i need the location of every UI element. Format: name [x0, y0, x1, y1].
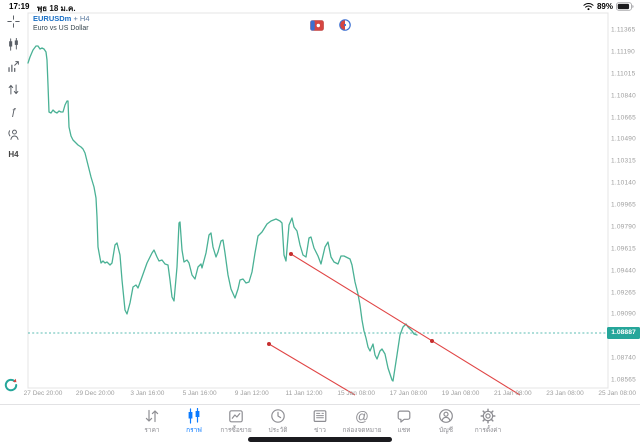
toolbar-chart-type-button[interactable] — [5, 37, 23, 52]
battery-icon — [616, 1, 634, 11]
price-axis-label: 1.08740 — [611, 354, 636, 362]
sync-icon[interactable] — [4, 378, 18, 392]
flag-icon[interactable] — [310, 19, 324, 31]
price-axis-label: 1.09790 — [611, 223, 636, 231]
time-axis-label: 15 Jan 08:00 — [337, 390, 375, 397]
settings-icon — [480, 407, 497, 424]
trendline[interactable] — [290, 253, 521, 396]
chat-icon — [396, 407, 413, 424]
chart-side-toolbar: ƒ H4 — [0, 14, 27, 159]
tab-settings[interactable]: การตั้งค่า — [467, 407, 509, 435]
indicators-icon — [7, 60, 20, 73]
tab-chat[interactable]: แชท — [383, 407, 425, 435]
tab-news[interactable]: ข่าว — [299, 407, 341, 435]
price-axis-label: 1.09615 — [611, 245, 636, 253]
price-axis-label: 1.10840 — [611, 92, 636, 100]
news-icon — [312, 407, 329, 424]
time-axis-label: 23 Jan 08:00 — [546, 390, 584, 397]
tab-account[interactable]: บัญชี — [425, 407, 467, 435]
chart-overlay-icons — [310, 19, 351, 31]
toolbar-indicators-button[interactable] — [5, 59, 23, 74]
tabbar-separator — [0, 404, 640, 405]
symbol-timeframe: + H4 — [73, 14, 90, 23]
price-axis-label: 1.10490 — [611, 135, 636, 143]
tab-trade[interactable]: การซื้อขาย — [215, 407, 257, 435]
price-axis-label: 1.09090 — [611, 310, 636, 318]
current-price-badge: 1.08887 — [607, 327, 640, 339]
bottom-tab-bar: ราคา กราฟ การซื้อขาย ประวัติ ข่าว @ กล่องจดหมา… — [131, 407, 509, 435]
history-icon — [270, 407, 287, 424]
symbol-description: Euro vs US Dollar — [33, 25, 89, 32]
price-line-series — [27, 45, 418, 382]
clock-time: 17:19 — [9, 2, 30, 11]
crosshair-icon — [7, 15, 20, 28]
chart-icon — [186, 407, 203, 424]
tab-label: ราคา — [144, 427, 160, 434]
functions-icon: ƒ — [7, 105, 20, 118]
tab-label: ประวัติ — [268, 427, 288, 434]
candlestick-icon — [7, 37, 20, 51]
tab-label: กล่องจดหมาย — [342, 427, 382, 434]
time-axis-label: 17 Jan 08:00 — [389, 390, 428, 397]
status-bar: 17:19 พุธ 18 ม.ค. 89% — [0, 0, 640, 13]
toolbar-crosshair-button[interactable] — [5, 14, 23, 29]
plot-border — [27, 12, 609, 389]
svg-text:ƒ: ƒ — [11, 106, 17, 118]
toolbar-trader-button[interactable] — [5, 127, 23, 142]
tab-chart[interactable]: กราฟ — [173, 407, 215, 435]
tab-label: การซื้อขาย — [220, 427, 252, 434]
quotes-icon — [144, 407, 161, 424]
time-axis-label: 3 Jan 16:00 — [130, 390, 165, 397]
trendline[interactable] — [268, 343, 356, 396]
price-axis-label: 1.11190 — [611, 48, 635, 56]
mailbox-icon: @ — [354, 407, 371, 424]
tab-label: แชท — [397, 427, 411, 434]
time-axis-label: 21 Jan 08:00 — [494, 390, 532, 397]
trader-icon — [7, 128, 20, 141]
price-axis-label: 1.10665 — [611, 114, 636, 121]
toolbar-functions-button[interactable]: ƒ — [5, 104, 23, 119]
time-axis-label: 25 Jan 08:00 — [598, 390, 636, 397]
home-indicator[interactable] — [248, 437, 392, 442]
toolbar-timeframe-button[interactable]: H4 — [8, 150, 19, 159]
time-axis-label: 11 Jan 12:00 — [285, 390, 323, 397]
wifi-icon — [583, 2, 594, 11]
trendline-anchor[interactable] — [289, 252, 293, 256]
status-right: 89% — [583, 2, 634, 11]
price-axis-label: 1.10315 — [611, 157, 636, 165]
tab-history[interactable]: ประวัติ — [257, 407, 299, 435]
tab-label: การตั้งค่า — [474, 427, 502, 434]
trendline-anchor[interactable] — [267, 342, 271, 346]
time-axis-label: 29 Dec 20:00 — [75, 390, 115, 397]
tab-label: ข่าว — [314, 427, 326, 434]
price-axis-label: 1.10140 — [611, 179, 636, 187]
price-axis-label: 1.08565 — [611, 376, 636, 384]
price-axis-label: 1.09965 — [611, 201, 636, 209]
price-axis-label: 1.09265 — [611, 289, 636, 296]
tab-label: บัญชี — [438, 427, 454, 434]
battery-percent: 89% — [596, 1, 613, 11]
price-axis-label: 1.11015 — [611, 70, 636, 78]
status-date: พุธ 18 ม.ค. — [37, 4, 76, 13]
objects-icon — [7, 83, 20, 96]
svg-text:@: @ — [355, 408, 369, 423]
tab-mailbox[interactable]: @ กล่องจดหมาย — [341, 407, 383, 435]
tab-label: กราฟ — [186, 427, 202, 434]
symbol-name: EURUSDm — [33, 14, 72, 23]
toolbar-objects-button[interactable] — [5, 82, 23, 97]
trendline-anchor[interactable] — [430, 339, 434, 343]
time-axis-label: 9 Jan 12:00 — [234, 390, 269, 397]
sessions-clock-icon[interactable] — [339, 19, 351, 31]
account-icon — [438, 407, 455, 424]
tab-quotes[interactable]: ราคา — [131, 407, 173, 435]
time-axis-label: 5 Jan 16:00 — [182, 390, 217, 397]
time-axis-label: 19 Jan 08:00 — [441, 390, 480, 397]
price-axis-label: 1.09440 — [611, 267, 636, 275]
time-axis-label: 27 Dec 20:00 — [23, 390, 63, 397]
price-axis-label: 1.11365 — [611, 26, 636, 34]
symbol-overlay[interactable]: EURUSDm + H4 Euro vs US Dollar — [33, 14, 90, 34]
trade-icon — [228, 407, 245, 424]
